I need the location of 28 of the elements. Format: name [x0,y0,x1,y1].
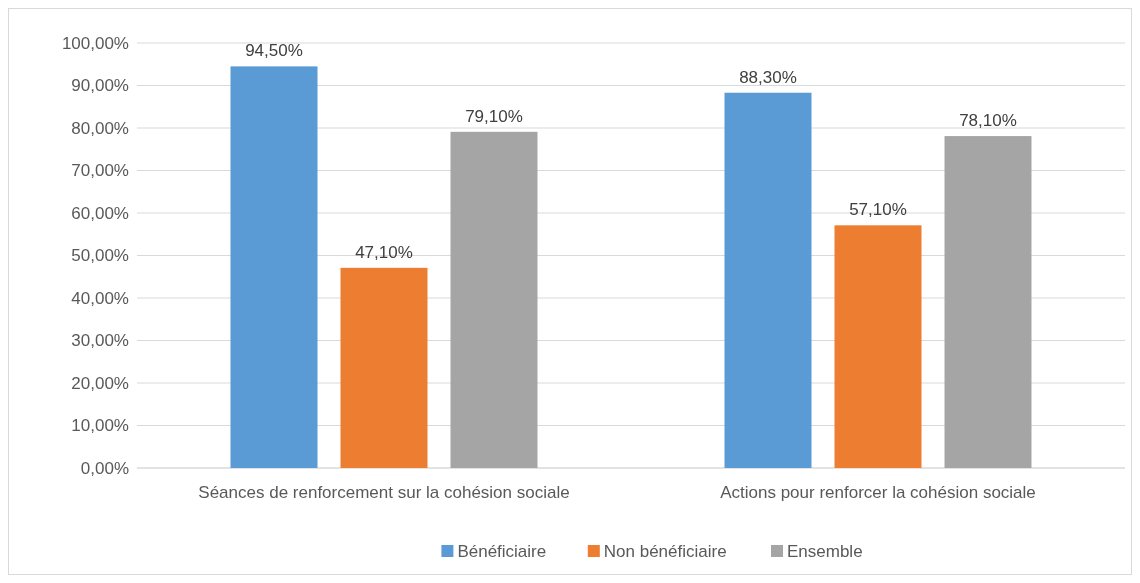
y-tick-label: 90,00% [71,76,129,96]
y-tick-label: 40,00% [71,288,129,308]
y-tick-label: 30,00% [71,331,129,351]
bar [724,92,812,468]
y-tick-label: 70,00% [71,161,129,181]
data-label: 78,10% [959,111,1017,131]
bar [834,225,922,468]
data-label: 88,30% [739,67,797,87]
bar [340,267,428,468]
y-tick-label: 100,00% [61,33,129,53]
data-label: 79,10% [465,106,523,126]
legend-label: Bénéficiaire [457,541,547,561]
bar [230,66,318,468]
bar [450,131,538,468]
y-tick-label: 50,00% [71,246,129,266]
y-tick-label: 20,00% [71,373,129,393]
data-label: 94,50% [245,41,303,61]
bar [944,136,1032,468]
legend-label: Non bénéficiaire [603,541,727,561]
y-tick-label: 60,00% [71,203,129,223]
x-tick-label: Actions pour renforcer la cohésion sociale [720,483,1036,502]
data-label: 47,10% [355,242,413,262]
y-tick-label: 10,00% [71,416,129,436]
y-tick-label: 80,00% [71,118,129,138]
x-tick-label: Séances de renforcement sur la cohésion sociale [198,483,570,502]
data-label: 57,10% [849,200,907,220]
y-tick-label: 0,00% [80,458,129,478]
legend-label: Ensemble [787,541,863,561]
